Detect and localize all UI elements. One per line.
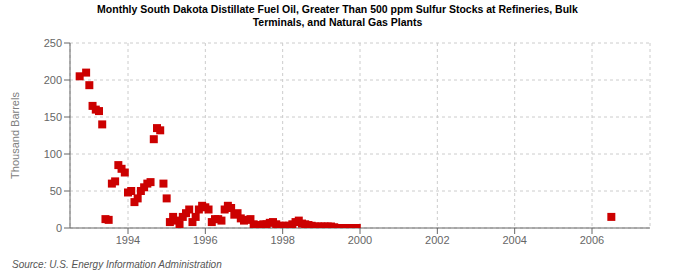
svg-text:2004: 2004 bbox=[502, 234, 526, 246]
svg-text:2002: 2002 bbox=[425, 234, 449, 246]
svg-text:2006: 2006 bbox=[580, 234, 604, 246]
svg-text:0: 0 bbox=[56, 222, 62, 234]
svg-text:2000: 2000 bbox=[348, 234, 372, 246]
svg-text:Thousand Barrels: Thousand Barrels bbox=[9, 92, 21, 179]
html-text:Source: U.S. Energy Informatio: Source: U.S. Energy Information Administ… bbox=[12, 259, 222, 270]
svg-text:200: 200 bbox=[44, 74, 62, 86]
svg-text:150: 150 bbox=[44, 111, 62, 123]
svg-text:1998: 1998 bbox=[270, 234, 294, 246]
svg-text:50: 50 bbox=[50, 185, 62, 197]
svg-text:250: 250 bbox=[44, 37, 62, 49]
svg-text:1996: 1996 bbox=[193, 234, 217, 246]
html-text:Monthly South Dakota Distillat: Monthly South Dakota Distillate Fuel Oil… bbox=[97, 3, 578, 28]
svg-text:1994: 1994 bbox=[116, 234, 140, 246]
svg-text:100: 100 bbox=[44, 148, 62, 160]
